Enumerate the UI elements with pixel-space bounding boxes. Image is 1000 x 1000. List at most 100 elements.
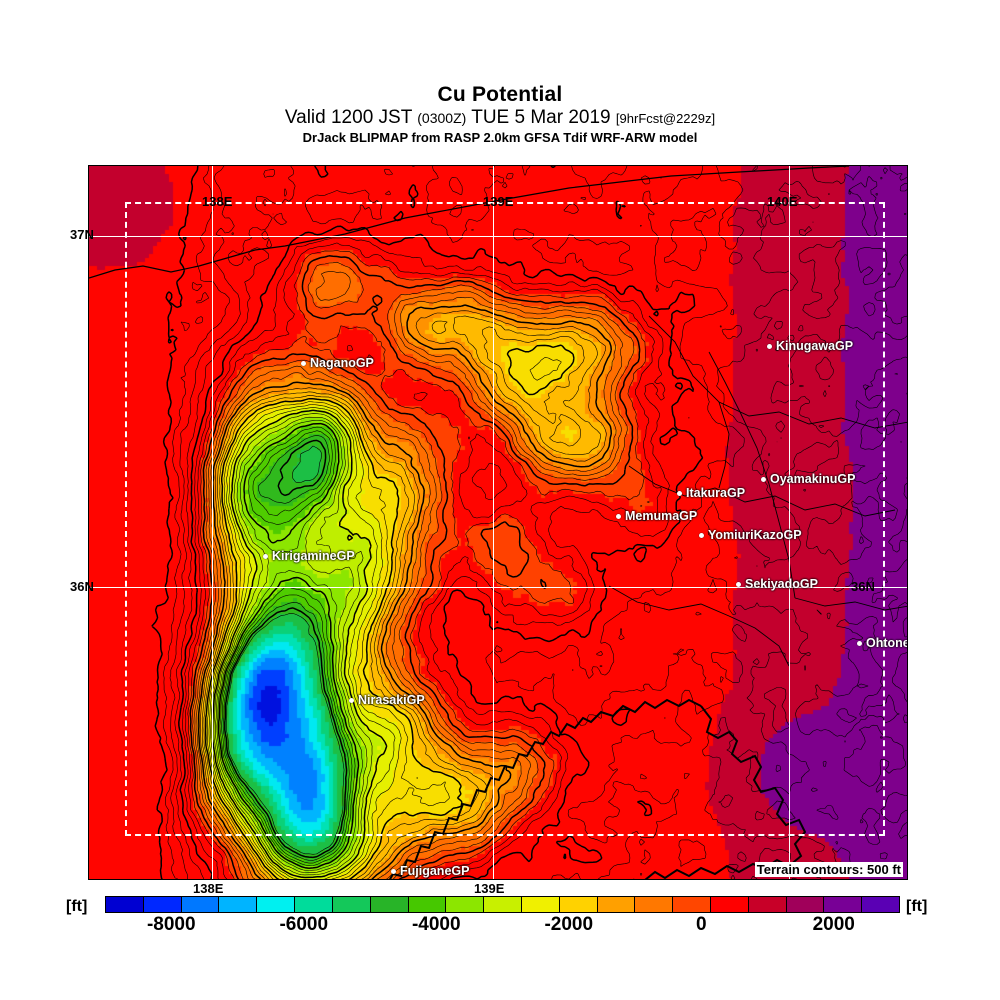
colorbar-swatch-6 [332, 897, 371, 912]
administrative-boundary [608, 585, 790, 667]
station-label-fujiganegp: FujiganeGP [391, 864, 469, 878]
terrain-contour-line [182, 237, 670, 879]
station-label-oyamakinugp: OyamakinuGP [761, 472, 855, 486]
forecast-domain-box [125, 202, 885, 836]
colorbar-tick--8000: -8000 [146, 914, 196, 935]
terrain-contour-line [207, 357, 562, 879]
station-marker-icon [391, 869, 396, 875]
station-label-ohtone: Ohtone [857, 636, 908, 650]
terrain-contour-line [187, 250, 650, 879]
longitude-line-140e [789, 166, 790, 879]
administrative-boundary [708, 351, 796, 599]
valid-utc: (0300Z) [417, 110, 467, 126]
terrain-contour-line [208, 404, 402, 879]
station-label-yomiurikazogp: YomiuriKazoGP [699, 528, 802, 542]
terrain-contour-line [213, 413, 373, 876]
axis-label-37n-left: 37N [70, 227, 94, 242]
station-marker-icon [767, 344, 772, 350]
title-block: Cu Potential Valid 1200 JST (0300Z) TUE … [0, 84, 1000, 146]
terrain-contour-overlay [89, 166, 907, 879]
colorbar-swatch-8 [408, 897, 447, 912]
coastline-sea-of-japan [89, 166, 850, 279]
station-name: Ohtone [866, 636, 908, 650]
station-marker-icon [301, 361, 306, 367]
station-marker-icon [699, 533, 704, 539]
colorbar[interactable] [105, 896, 900, 913]
station-label-kirigaminegp: KirigamineGP [263, 549, 355, 563]
station-name: KinugawaGP [776, 339, 854, 353]
colorbar-swatch-11 [521, 897, 560, 912]
terrain-contour-line [203, 326, 585, 879]
administrative-boundary [628, 465, 896, 517]
colorbar-swatch-18 [786, 897, 825, 912]
colorbar-swatch-13 [597, 897, 636, 912]
terrain-contour-line [192, 261, 635, 879]
colorbar-swatch-2 [181, 897, 220, 912]
colorbar-tick--6000: -6000 [279, 914, 329, 935]
terrain-contour-line [185, 242, 662, 879]
valid-date: TUE 5 Mar 2019 [471, 107, 611, 128]
station-label-sekiyadogp: SekiyadoGP [736, 577, 818, 591]
colorbar-swatch-7 [370, 897, 409, 912]
axis-label-36n-left: 36N [70, 579, 94, 594]
colorbar-tick--2000: -2000 [544, 914, 594, 935]
station-marker-icon [616, 514, 621, 520]
coastline-boso [644, 705, 807, 879]
gridlabel-139e-top: 139E [483, 194, 514, 209]
latitude-line-36n [89, 587, 907, 588]
colorbar-unit-right: [ft] [906, 898, 928, 915]
longitude-line-138e [212, 166, 213, 879]
colorbar-swatch-12 [559, 897, 598, 912]
colorbar-swatch-1 [143, 897, 182, 912]
colorbar-swatch-20 [862, 897, 900, 912]
longitude-line-139e [493, 166, 494, 879]
colorbar-tick-2000: 2000 [812, 914, 855, 935]
colorbar-swatch-19 [824, 897, 863, 912]
colorbar-swatch-5 [295, 897, 333, 912]
station-name: FujiganeGP [400, 864, 470, 878]
station-label-memumagp: MemumaGP [616, 509, 697, 523]
station-marker-icon [761, 477, 766, 483]
station-marker-icon [349, 698, 354, 704]
station-name: OyamakinuGP [770, 472, 856, 486]
axis-label-139e-bottom: 139E [474, 881, 505, 896]
administrative-boundary [794, 597, 907, 611]
station-label-itakuragp: ItakuraGP [677, 486, 745, 500]
colorbar-swatch-0 [106, 897, 144, 912]
terrain-contour-line [217, 422, 360, 869]
station-marker-icon [677, 491, 682, 497]
terrain-contour-line [210, 407, 396, 879]
contour-note: Terrain contours: 500 ft [754, 862, 903, 877]
administrative-boundary [648, 315, 907, 429]
station-marker-icon [263, 554, 268, 560]
terrain-contour-line [200, 310, 607, 879]
terrain-contour-line [215, 416, 368, 873]
colorbar-swatch-3 [219, 897, 258, 912]
station-name: ItakuraGP [686, 486, 746, 500]
colorbar-swatch-16 [711, 897, 749, 912]
station-marker-icon [857, 641, 862, 647]
colorbar-tick-0: 0 [695, 914, 707, 935]
colorbar-ticklabels: -8000 -6000 -4000 -2000 0 2000 [105, 914, 900, 938]
terrain-contour-line [222, 435, 350, 861]
terrain-contour-line [178, 166, 704, 879]
terrain-contour-line [204, 344, 575, 879]
valid-time: Valid 1200 JST [284, 107, 412, 128]
page-title: Cu Potential [437, 83, 563, 106]
colorbar-swatch-9 [446, 897, 485, 912]
terrain-contour-line [221, 430, 353, 864]
station-label-kinugawagp: KinugawaGP [767, 339, 853, 353]
colorbar-swatch-4 [257, 897, 296, 912]
station-name: KirigamineGP [272, 549, 355, 563]
terrain-contour-line [189, 255, 641, 879]
gridlabel-140e-top: 140E [767, 194, 798, 209]
gridlabel-36n-right: 36N [851, 579, 875, 594]
terrain-contour-line [201, 315, 601, 879]
colorbar-swatch-15 [673, 897, 711, 912]
colorbar-tick--4000: -4000 [411, 914, 461, 935]
map-frame[interactable]: 138E 139E 140E 36N NaganoGP KirigamineGP N… [88, 165, 908, 880]
coastline-tokyo-bay [388, 698, 702, 879]
latitude-line-37n [89, 236, 907, 237]
map-inner [89, 166, 907, 879]
